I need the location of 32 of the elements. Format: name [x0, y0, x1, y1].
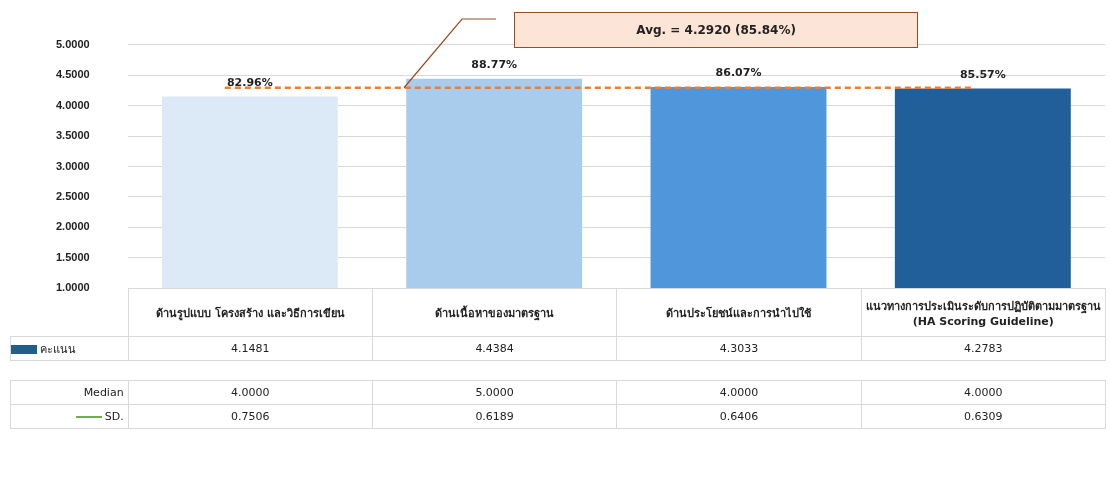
legend-label: คะแนน: [10, 336, 129, 361]
text: 5.0000: [475, 386, 514, 400]
legend-label: SD.: [10, 404, 129, 429]
data-label: 4.1481: [128, 336, 373, 361]
data-label: 4.3033: [616, 336, 862, 361]
y-tick-label: 2.0000: [55, 220, 90, 233]
text: 4.0000: [231, 386, 270, 400]
y-tick-label: 3.5000: [55, 129, 90, 142]
annotation: 85.57%: [959, 67, 1006, 81]
data-label: 4.2783: [861, 336, 1106, 361]
text: Median: [10, 380, 129, 405]
x-tick-label: ด้านประโยชน์และการนำไปใช้: [616, 288, 862, 337]
text: 4.0000: [964, 386, 1003, 400]
data-label: 4.4384: [372, 336, 617, 361]
text: 0.7506: [231, 410, 270, 424]
x-tick-label: แนวทางการประเมินระดับการปฏิบัติตามมาตรฐาน (HA Scoring Guideline): [861, 288, 1106, 337]
y-tick-label: 4.0000: [55, 98, 90, 111]
text: 0.6309: [964, 410, 1003, 424]
text: 0.6406: [719, 410, 759, 424]
annotation: 82.96%: [226, 75, 273, 89]
y-tick-label: 1.0000: [55, 281, 90, 294]
y-tick-label: 2.5000: [55, 190, 90, 203]
y-tick-label: 5.0000: [55, 37, 90, 50]
x-tick-label: ด้านเนื้อหาของมาตรฐาน: [372, 288, 617, 337]
y-tick-label: 3.0000: [55, 159, 90, 172]
x-tick-label: ด้านรูปแบบ โครงสร้าง และวิธีการเขียน: [128, 288, 373, 337]
annotation: 86.07%: [715, 66, 762, 80]
y-tick-label: 4.5000: [55, 68, 90, 81]
y-tick-label: 1.5000: [55, 250, 90, 263]
text: 0.6189: [475, 410, 514, 424]
annotation: 88.77%: [471, 58, 518, 72]
text: 4.0000: [719, 386, 759, 400]
